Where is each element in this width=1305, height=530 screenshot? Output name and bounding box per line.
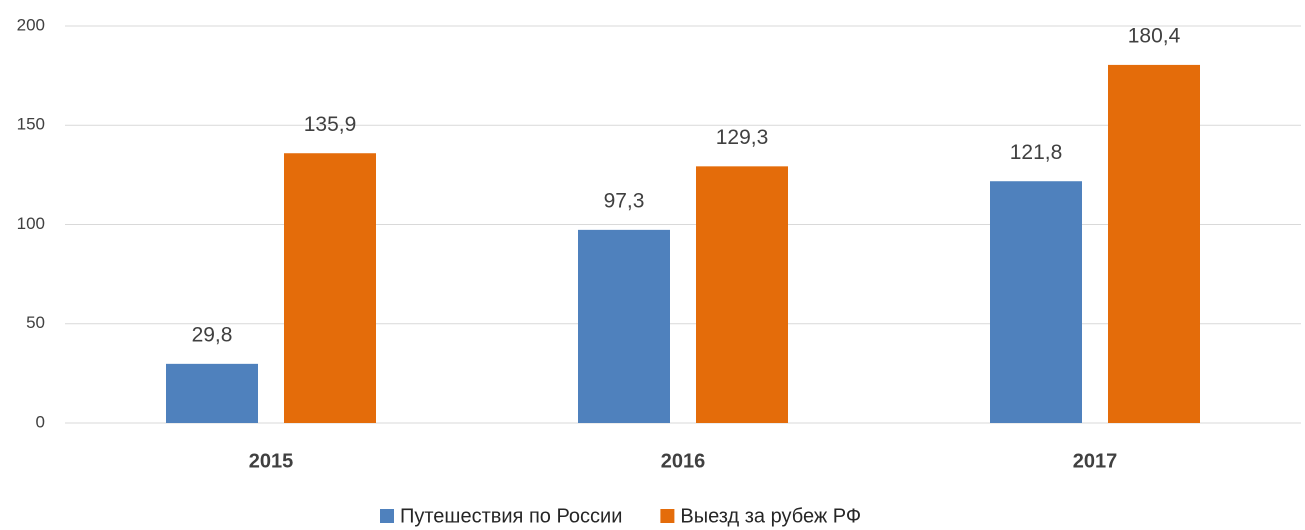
legend-swatch <box>660 509 675 523</box>
y-tick-label: 100 <box>17 214 45 233</box>
value-label: 121,8 <box>1010 141 1063 164</box>
y-tick-label: 0 <box>36 412 45 431</box>
value-label: 180,4 <box>1128 24 1181 47</box>
bar <box>578 229 670 423</box>
bar <box>1108 64 1200 423</box>
legend-label: Выезд за рубеж РФ <box>680 505 861 527</box>
value-label: 135,9 <box>304 113 357 136</box>
y-tick-label: 50 <box>26 313 45 332</box>
bar <box>696 166 788 424</box>
bar <box>990 181 1082 423</box>
x-tick-label: 2016 <box>661 450 706 472</box>
y-tick-label: 150 <box>17 115 45 134</box>
value-label: 129,3 <box>716 126 769 149</box>
legend-label: Путешествия по России <box>400 505 622 527</box>
legend-swatch <box>380 509 394 523</box>
x-tick-label: 2015 <box>249 450 294 472</box>
value-label: 97,3 <box>604 189 645 212</box>
x-tick-label: 2017 <box>1073 450 1118 472</box>
y-tick-label: 200 <box>17 15 45 34</box>
value-label: 29,8 <box>192 323 233 346</box>
bar <box>284 153 376 423</box>
bar <box>166 363 258 423</box>
